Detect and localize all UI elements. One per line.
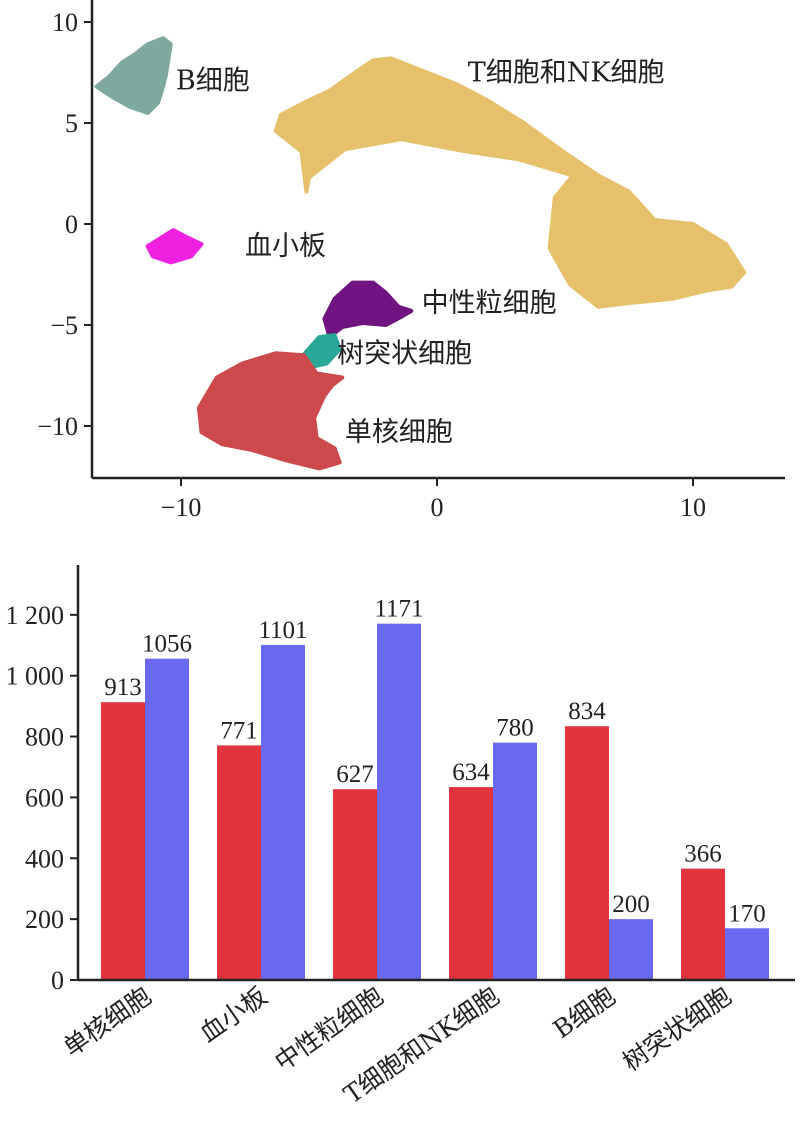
category-label: B细胞	[548, 981, 621, 1044]
x-tick-label: 0	[431, 493, 444, 522]
category-label: T细胞和NK细胞	[339, 981, 505, 1109]
bar-value-label: 366	[684, 841, 722, 868]
bar-value-label: 200	[612, 891, 650, 918]
y-tick-label: 1 000	[6, 662, 65, 691]
y-tick-label: 1 200	[6, 601, 65, 630]
bar-value-label: 834	[568, 698, 606, 725]
y-tick-label: 600	[25, 783, 64, 812]
bar-value-label: 634	[452, 759, 490, 786]
bar	[493, 742, 537, 980]
cluster-label: T细胞和NK细胞	[468, 58, 665, 89]
y-tick-label: 0	[51, 966, 64, 995]
cluster-label: B细胞	[176, 66, 250, 97]
umap-clusters	[94, 36, 747, 471]
cluster-region	[145, 228, 204, 265]
bar-value-label: 1171	[374, 596, 423, 623]
y-tick-label: 800	[25, 723, 64, 752]
bar	[449, 787, 493, 980]
bar-value-label: 627	[336, 761, 374, 788]
cluster-region	[273, 56, 747, 309]
cluster-label: 单核细胞	[345, 417, 453, 448]
cluster-region	[322, 280, 414, 340]
umap-y-ticks: 10 5 0 −5 −10	[37, 8, 92, 441]
bar	[261, 644, 305, 980]
cluster-label: 中性粒细胞	[422, 288, 557, 319]
bar	[333, 789, 377, 980]
category-label: 中性粒细胞	[269, 981, 388, 1076]
y-tick-label: −10	[37, 412, 78, 441]
bar-y-ticks: 0 200 400 600 800 1 000 1 200	[6, 601, 78, 995]
y-tick-label: 0	[65, 210, 78, 239]
y-tick-label: 10	[52, 8, 78, 37]
bar	[377, 623, 421, 980]
cluster-region	[196, 351, 345, 471]
bar-value-label: 1101	[258, 617, 307, 644]
category-label: 血小板	[194, 981, 272, 1048]
bar	[725, 928, 769, 980]
y-tick-label: 200	[25, 905, 64, 934]
x-tick-label: 10	[680, 493, 706, 522]
bar	[101, 702, 145, 980]
bar	[565, 726, 609, 980]
bar	[217, 745, 261, 980]
bar-value-label: 780	[496, 715, 534, 742]
bar-value-label: 170	[728, 900, 766, 927]
umap-x-ticks: −10 0 10	[161, 478, 706, 522]
bar-series	[101, 623, 769, 980]
bar-value-label: 1056	[142, 631, 192, 658]
bar	[681, 868, 725, 980]
cluster-region	[94, 36, 173, 115]
y-tick-label: 5	[65, 109, 78, 138]
x-tick-label: −10	[161, 493, 202, 522]
bar-value-label: 771	[220, 717, 258, 744]
y-tick-label: −5	[50, 311, 78, 340]
y-tick-label: 400	[25, 844, 64, 873]
cluster-label: 血小板	[245, 231, 326, 262]
bar	[609, 919, 653, 980]
bar	[145, 658, 189, 980]
cluster-label: 树突状细胞	[337, 338, 472, 369]
category-label: 单核细胞	[58, 981, 157, 1062]
bar-value-label: 913	[104, 674, 142, 701]
category-label: 树突状细胞	[617, 981, 736, 1076]
